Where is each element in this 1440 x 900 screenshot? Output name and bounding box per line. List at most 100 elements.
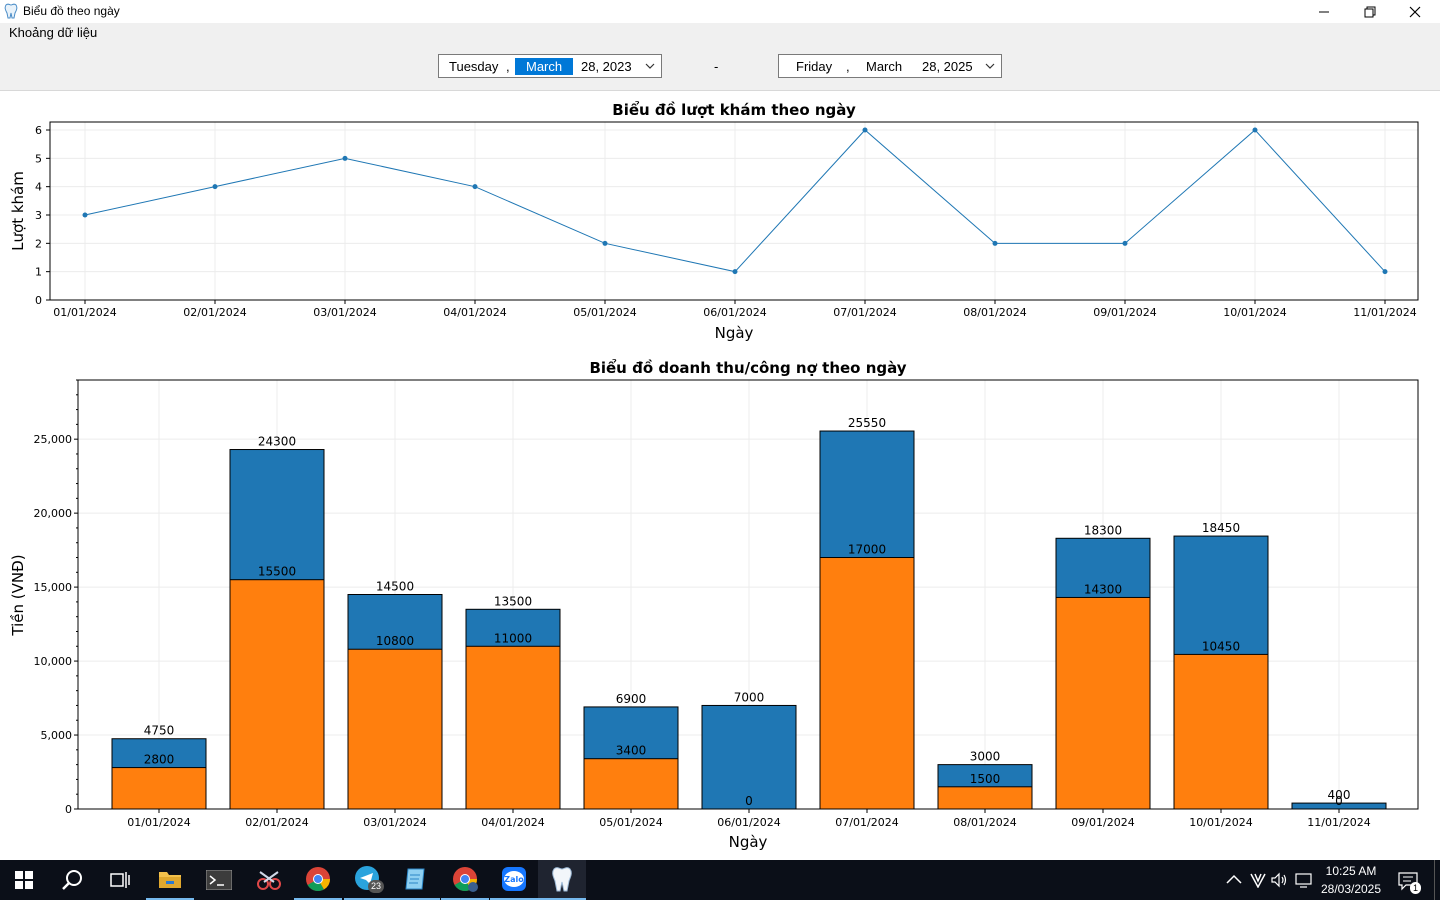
vpn-icon[interactable]: [1248, 872, 1268, 888]
clock-date: 28/03/2025: [1320, 882, 1382, 896]
range-separator: -: [714, 59, 719, 74]
bar-chart-value-label: 11000: [494, 631, 532, 645]
terminal-icon: [206, 870, 232, 890]
start-button[interactable]: [0, 860, 48, 900]
line-chart-point: [1252, 127, 1258, 133]
chevron-down-icon[interactable]: [644, 60, 656, 72]
chevron-down-icon[interactable]: [984, 60, 996, 72]
bar-chart-bar: [701, 704, 797, 810]
date-range-label: Khoảng dữ liệu: [9, 25, 98, 40]
line-chart-xtick-label: 07/01/2024: [833, 306, 896, 319]
bar-chart-value-label: 15500: [258, 565, 296, 579]
tooth-app-button[interactable]: [538, 860, 586, 900]
clock-time: 10:25 AM: [1325, 864, 1377, 878]
line-chart-ytick-label: 2: [35, 237, 42, 250]
bar-chart-value-label: 0: [745, 794, 753, 808]
bar-chart-value-label: 6900: [616, 692, 647, 706]
line-chart-point: [732, 269, 738, 275]
notepad-button[interactable]: [392, 860, 440, 900]
bar-chart-ytick-label: 5,000: [41, 729, 73, 742]
from-weekday[interactable]: Tuesday: [449, 59, 499, 74]
from-comma: ,: [506, 59, 510, 74]
from-day-year[interactable]: 28, 2023: [581, 59, 632, 74]
minimize-button[interactable]: [1301, 0, 1347, 23]
file-explorer-button[interactable]: [146, 860, 194, 900]
snipping-tool-icon: [257, 871, 281, 890]
bar-chart-xtick-label: 10/01/2024: [1189, 816, 1252, 829]
to-month[interactable]: March: [866, 59, 903, 74]
telegram-button[interactable]: 23: [344, 860, 392, 900]
taskbar-clock[interactable]: 10:25 AM 28/03/2025: [1314, 862, 1388, 898]
notification-count: 1: [1410, 882, 1422, 894]
chrome-profile-icon: [453, 867, 478, 892]
bar-chart-bar: [111, 767, 207, 810]
line-chart-point: [212, 184, 218, 190]
terminal-button[interactable]: [195, 860, 243, 900]
line-chart-xlabel: Ngày: [715, 324, 754, 342]
close-button[interactable]: [1392, 0, 1438, 23]
bar-chart-frame: [77, 379, 1419, 810]
visits-line-chart: Biểu đồ lượt khám theo ngày 0 1 2 3 4 5 6 01/0…: [9, 100, 1419, 342]
bar-chart-ytick-label: 10,000: [34, 655, 73, 668]
restore-icon: [1364, 6, 1376, 17]
line-chart-xtick-label: 06/01/2024: [703, 306, 766, 319]
line-chart-xtick-label: 11/01/2024: [1353, 306, 1416, 319]
bar-chart-xlabel: Ngày: [729, 833, 768, 851]
from-month[interactable]: March: [515, 58, 574, 75]
bar-chart-title: Biểu đồ doanh thu/công nợ theo ngày: [589, 358, 906, 377]
zalo-button[interactable]: Zalo: [490, 860, 538, 900]
line-chart-point: [862, 127, 868, 133]
show-hidden-icons-icon[interactable]: [1224, 872, 1244, 888]
bar-chart-value-label: 25550: [848, 416, 886, 430]
line-chart-point: [472, 184, 478, 190]
bar-chart-value-label: 18450: [1202, 521, 1240, 535]
to-day-year[interactable]: 28, 2025: [922, 59, 973, 74]
chrome-profile-button[interactable]: [441, 860, 489, 900]
notepad-icon: [405, 868, 425, 890]
bar-chart-ytick-label: 25,000: [34, 433, 73, 446]
bar-chart-value-label: 4750: [144, 724, 175, 738]
line-chart-ytick-label: 4: [35, 181, 42, 194]
bar-chart-value-label: 14500: [376, 580, 414, 594]
from-date-picker[interactable]: Tuesday , March 28, 2023: [438, 54, 662, 78]
line-chart-ytick-label: 3: [35, 209, 42, 222]
notification-icon[interactable]: [1398, 871, 1420, 891]
to-comma: ,: [846, 59, 850, 74]
file-explorer-icon: [159, 872, 181, 888]
bar-chart-ytick-label: 20,000: [34, 507, 73, 520]
bar-chart-xtick-label: 11/01/2024: [1307, 816, 1370, 829]
bar-chart-bar: [347, 648, 443, 810]
title-bar: Biểu đồ theo ngày: [0, 0, 1440, 23]
bar-chart-value-label: 400: [1328, 788, 1351, 802]
bar-chart-xtick-label: 01/01/2024: [127, 816, 190, 829]
bar-chart-bar: [583, 758, 679, 810]
line-chart-xtick-label: 04/01/2024: [443, 306, 506, 319]
volume-icon[interactable]: [1270, 872, 1290, 888]
to-weekday[interactable]: Friday: [796, 59, 833, 74]
line-chart-title: Biểu đồ lượt khám theo ngày: [612, 100, 856, 119]
revenue-bar-chart: Biểu đồ doanh thu/công nợ theo ngày 4750…: [9, 358, 1419, 851]
bar-chart-value-label: 10800: [376, 634, 414, 648]
search-icon: [62, 870, 82, 890]
bar-chart-value-label: 7000: [734, 690, 765, 704]
bar-chart-value-label: 17000: [848, 543, 886, 557]
network-icon[interactable]: [1295, 872, 1315, 888]
bar-chart-ytick-label: 0: [65, 803, 72, 816]
chrome-button[interactable]: [294, 860, 342, 900]
line-chart-ytick-label: 0: [35, 294, 42, 307]
bar-chart-xtick-label: 06/01/2024: [717, 816, 780, 829]
line-chart-xtick-label: 05/01/2024: [573, 306, 636, 319]
task-view-button[interactable]: [96, 860, 144, 900]
show-desktop-button[interactable]: [1434, 860, 1440, 900]
line-chart-ytick-label: 1: [35, 266, 42, 279]
snipping-tool-button[interactable]: [245, 860, 293, 900]
line-chart-frame: [49, 121, 1419, 301]
to-date-picker[interactable]: Friday , March 28, 2025: [778, 54, 1002, 78]
close-icon: [1409, 6, 1421, 17]
search-button[interactable]: [48, 860, 96, 900]
line-chart-point: [1122, 240, 1128, 246]
bar-chart-value-label: 3400: [616, 744, 647, 758]
bar-chart-value-label: 2800: [144, 753, 175, 767]
restore-button[interactable]: [1347, 0, 1393, 23]
svg-text:Zalo: Zalo: [504, 875, 524, 884]
